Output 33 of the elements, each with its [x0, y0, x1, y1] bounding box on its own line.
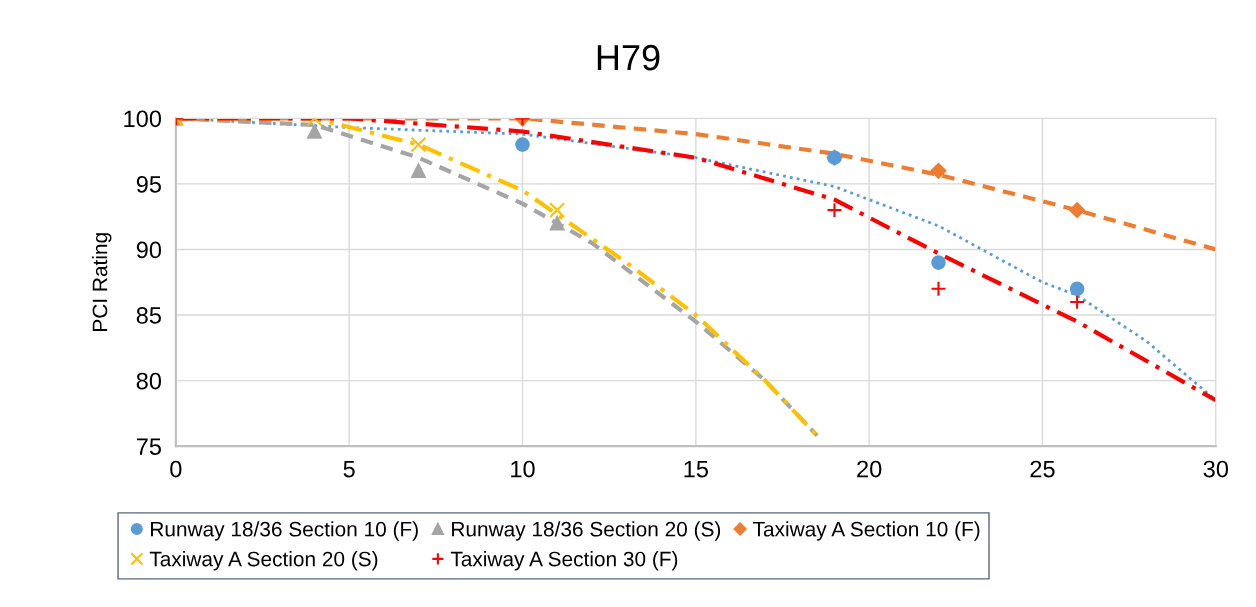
point	[549, 215, 565, 231]
point	[1069, 281, 1085, 297]
point	[410, 136, 427, 153]
legend-label: Taxiway A Section 30 (F)	[450, 551, 678, 571]
legend-label: Taxiway A Section 10 (F)	[753, 521, 980, 541]
legend-label: Runway 18/36 Section 10 (F)	[151, 521, 418, 541]
y-tick-label: 100	[124, 110, 162, 128]
x-tick-label: 0	[170, 460, 182, 478]
point	[930, 162, 947, 179]
chart-title: H79	[597, 44, 660, 71]
point	[411, 163, 426, 179]
y-tick-label: 90	[136, 241, 162, 259]
y-tick-label: 95	[136, 175, 161, 193]
y-tick-label: 80	[136, 372, 162, 390]
x-tick-label: 15	[684, 460, 708, 478]
point	[931, 255, 946, 270]
point	[1069, 293, 1086, 310]
x-tick-label: 20	[857, 460, 882, 478]
point	[1069, 202, 1086, 219]
point	[549, 202, 566, 219]
point	[826, 202, 843, 219]
point	[307, 124, 322, 139]
y-tick-label: 75	[136, 438, 161, 455]
x-tick-label: 30	[1203, 460, 1229, 478]
y-axis-title: PCI Rating	[92, 233, 112, 331]
point	[515, 137, 530, 152]
x-tick-label: 10	[511, 460, 535, 478]
point	[930, 280, 947, 297]
x-tick-label: 5	[343, 460, 355, 478]
legend-label: Runway 18/36 Section 20 (S)	[452, 521, 721, 541]
y-tick-label: 85	[136, 307, 161, 324]
x-tick-label: 25	[1030, 460, 1055, 478]
legend-label: Taxiway A Section 20 (S)	[149, 551, 378, 571]
